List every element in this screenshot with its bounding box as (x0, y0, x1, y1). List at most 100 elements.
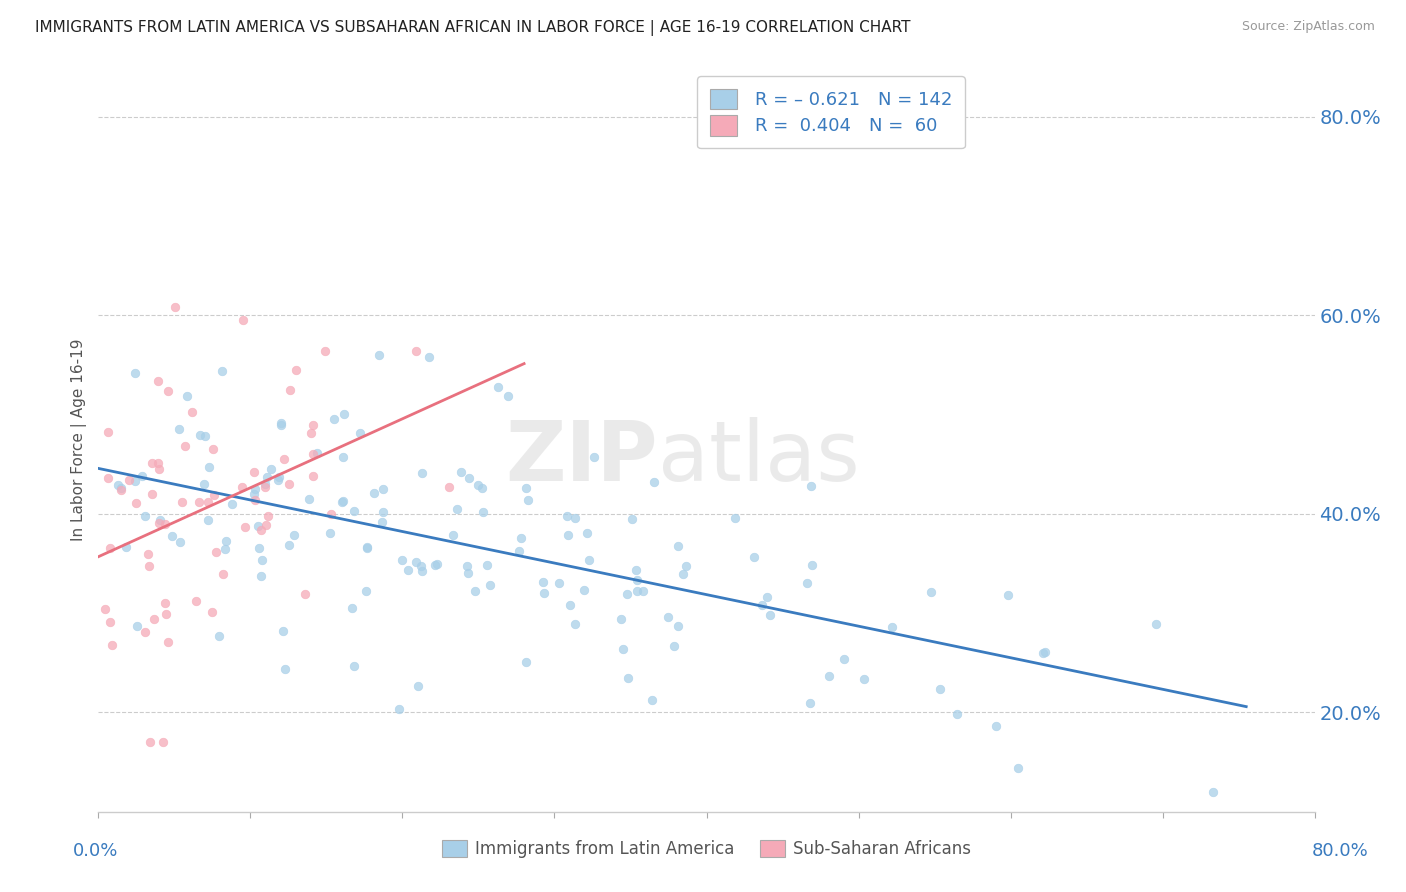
Point (508, 543, 530, 558)
Point (277, 539, 299, 553)
Point (138, 735, 160, 749)
Point (610, 612, 633, 626)
Point (564, 617, 586, 632)
Point (149, 512, 172, 526)
Text: atlas: atlas (658, 417, 859, 499)
Point (391, 553, 413, 567)
Point (319, 508, 342, 522)
Point (406, 679, 429, 693)
Point (246, 519, 269, 533)
Point (294, 587, 316, 601)
Point (273, 624, 295, 638)
Point (1007, 761, 1029, 775)
Point (626, 573, 648, 587)
Point (796, 576, 818, 591)
Point (205, 545, 228, 559)
Point (560, 599, 582, 613)
Point (668, 539, 690, 553)
Point (510, 532, 533, 546)
Point (340, 601, 363, 615)
Point (363, 485, 385, 500)
Point (302, 417, 325, 432)
Point (882, 620, 904, 634)
Point (124, 366, 146, 380)
Point (801, 558, 824, 572)
Point (193, 476, 215, 491)
Point (98, 541, 121, 556)
Point (188, 494, 211, 508)
Point (441, 528, 464, 542)
Point (929, 681, 952, 696)
Point (616, 672, 638, 686)
Point (153, 596, 176, 610)
Point (572, 583, 595, 598)
Point (548, 575, 571, 590)
Point (204, 488, 226, 502)
Point (1144, 617, 1167, 632)
Point (1033, 645, 1056, 659)
Point (471, 505, 494, 519)
Point (155, 607, 177, 622)
Point (148, 462, 170, 476)
Point (626, 584, 648, 599)
Point (136, 547, 159, 561)
Point (1202, 785, 1225, 799)
Point (411, 467, 433, 481)
Point (751, 598, 773, 612)
Point (1031, 646, 1053, 660)
Point (197, 460, 219, 475)
Point (254, 518, 277, 533)
Point (418, 350, 440, 364)
Point (110, 483, 132, 497)
Point (277, 476, 299, 491)
Point (169, 535, 191, 549)
Point (332, 450, 354, 464)
Point (153, 517, 176, 532)
Point (616, 587, 638, 601)
Point (319, 525, 342, 540)
Point (278, 384, 301, 398)
Point (101, 638, 124, 652)
Text: 0.0%: 0.0% (73, 842, 118, 860)
Point (284, 363, 307, 377)
Point (832, 651, 855, 665)
Point (675, 558, 697, 573)
Point (515, 656, 537, 670)
Point (233, 520, 256, 534)
Point (138, 559, 160, 574)
Point (184, 594, 207, 608)
Point (307, 446, 329, 460)
Point (197, 513, 219, 527)
Point (464, 584, 486, 599)
Point (371, 515, 394, 529)
Point (486, 380, 509, 394)
Point (343, 504, 366, 518)
Point (252, 553, 274, 567)
Point (852, 672, 875, 686)
Point (194, 429, 217, 443)
Point (243, 493, 266, 508)
Point (243, 482, 266, 496)
Point (107, 477, 129, 491)
Point (332, 494, 354, 508)
Point (172, 495, 194, 509)
Point (531, 575, 554, 590)
Point (143, 612, 166, 626)
Point (624, 563, 647, 577)
Point (152, 735, 174, 749)
Point (243, 487, 266, 501)
Point (388, 702, 411, 716)
Point (666, 619, 689, 633)
Point (131, 468, 153, 483)
Point (620, 512, 643, 526)
Point (208, 629, 231, 643)
Point (343, 659, 366, 673)
Point (163, 300, 186, 314)
Point (266, 473, 288, 487)
Text: Source: ZipAtlas.com: Source: ZipAtlas.com (1241, 20, 1375, 33)
Point (330, 494, 353, 508)
Point (125, 496, 148, 510)
Point (724, 511, 747, 525)
Point (270, 416, 292, 430)
Point (450, 466, 472, 480)
